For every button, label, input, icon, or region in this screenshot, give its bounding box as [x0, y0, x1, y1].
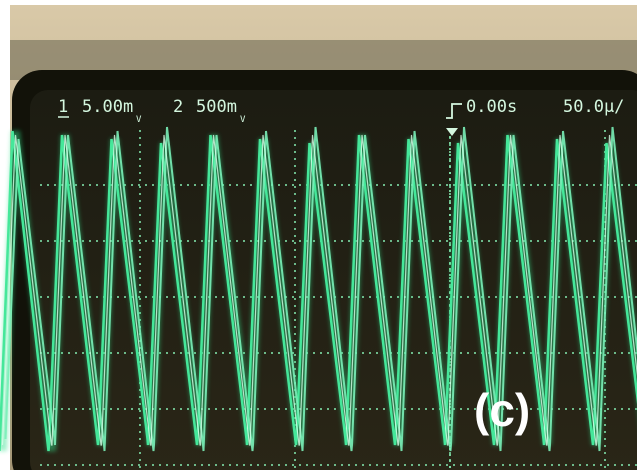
- oscilloscope-photo: 1 5.00m V 2 500m V 0.00s 50.0µ/ (c): [0, 0, 637, 470]
- ch2-number: 2: [173, 97, 183, 117]
- timebase: 50.0µ/: [563, 97, 624, 117]
- trigger-delay: 0.00s: [466, 97, 517, 117]
- ch2-scale: 500m: [196, 97, 237, 117]
- panel-label: (c): [474, 384, 530, 436]
- ch2-unit: V: [240, 115, 246, 125]
- ch1-number: 1: [58, 97, 68, 117]
- ch1-unit: V: [136, 115, 142, 125]
- ch1-scale: 5.00m: [82, 97, 133, 117]
